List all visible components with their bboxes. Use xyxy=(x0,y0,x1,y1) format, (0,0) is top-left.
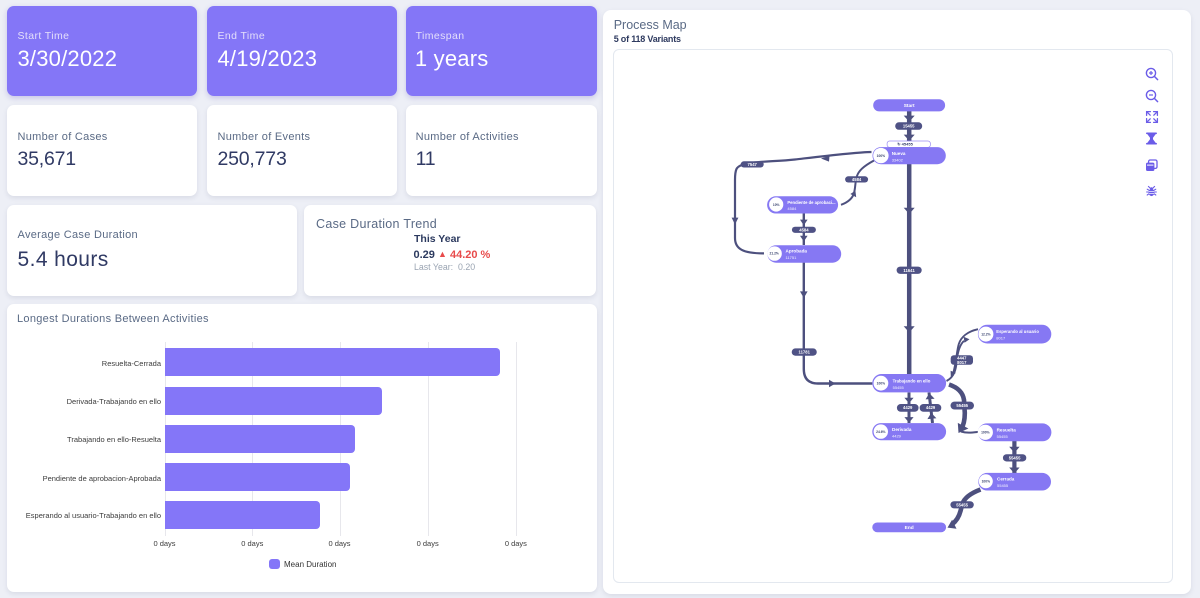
svg-text:4429: 4429 xyxy=(903,405,913,410)
svg-text:8017: 8017 xyxy=(957,360,967,365)
svg-text:Esperando al usuario: Esperando al usuario xyxy=(996,329,1039,334)
svg-text:4447: 4447 xyxy=(957,356,967,361)
svg-text:55455: 55455 xyxy=(997,434,1009,439)
svg-text:↻ 45455: ↻ 45455 xyxy=(897,142,913,147)
svg-text:55455: 55455 xyxy=(997,483,1009,488)
svg-text:33402: 33402 xyxy=(892,157,904,162)
svg-text:10%: 10% xyxy=(773,203,780,207)
svg-text:11781: 11781 xyxy=(798,350,810,355)
svg-text:Pendiente de aprobaci...: Pendiente de aprobaci... xyxy=(787,200,835,205)
svg-text:100%: 100% xyxy=(981,431,990,435)
svg-text:4584: 4584 xyxy=(852,177,862,182)
svg-text:15455: 15455 xyxy=(903,124,915,129)
svg-text:4584: 4584 xyxy=(799,227,809,232)
svg-text:8017: 8017 xyxy=(996,336,1006,341)
svg-text:Cerrada: Cerrada xyxy=(997,477,1015,482)
svg-text:Derivada: Derivada xyxy=(892,427,912,432)
svg-text:7547: 7547 xyxy=(748,162,758,167)
svg-text:11641: 11641 xyxy=(903,268,915,273)
svg-text:Nueva: Nueva xyxy=(892,151,906,156)
svg-text:21.2%: 21.2% xyxy=(770,252,779,256)
svg-text:100%: 100% xyxy=(877,382,886,386)
svg-text:55455: 55455 xyxy=(1009,455,1021,460)
svg-text:55455: 55455 xyxy=(893,385,905,390)
svg-text:Start: Start xyxy=(904,103,915,109)
svg-text:Resuelta: Resuelta xyxy=(997,428,1017,433)
svg-text:4429: 4429 xyxy=(926,405,936,410)
svg-text:4584: 4584 xyxy=(787,206,797,211)
svg-text:11751: 11751 xyxy=(786,255,798,260)
svg-text:Trabajando en ello: Trabajando en ello xyxy=(893,378,931,383)
svg-text:100%: 100% xyxy=(982,480,991,484)
svg-text:4429: 4429 xyxy=(892,433,902,438)
svg-text:12.2%: 12.2% xyxy=(981,332,990,336)
svg-text:End: End xyxy=(905,525,914,531)
svg-text:Aprobada: Aprobada xyxy=(786,249,808,254)
svg-text:100%: 100% xyxy=(877,154,886,158)
svg-text:55455: 55455 xyxy=(956,502,968,507)
svg-text:55455: 55455 xyxy=(956,403,968,408)
svg-text:24.6%: 24.6% xyxy=(876,430,885,434)
